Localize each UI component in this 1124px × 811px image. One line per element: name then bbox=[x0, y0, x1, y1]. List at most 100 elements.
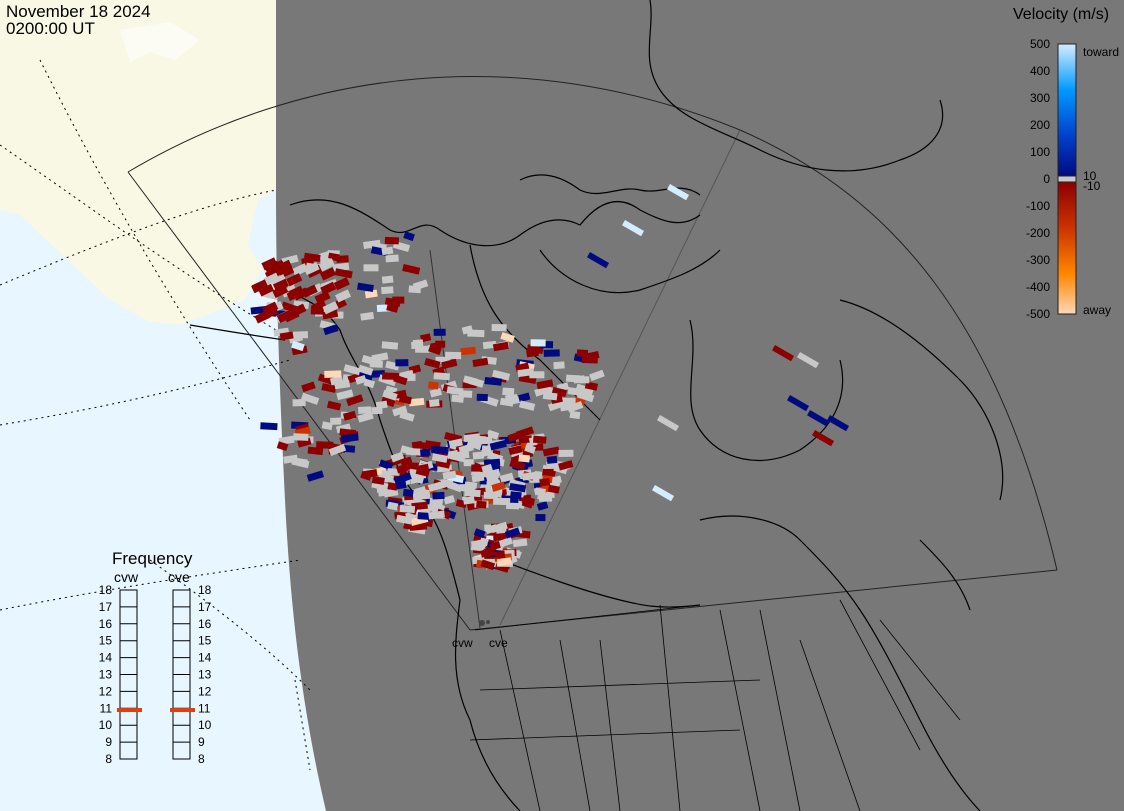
velocity-cell bbox=[491, 369, 511, 381]
velocity-cell bbox=[433, 328, 446, 336]
velocity-cell bbox=[500, 332, 515, 343]
velocity-cell bbox=[346, 394, 364, 407]
velocity-cell bbox=[547, 484, 560, 494]
frequency-tick-label: 8 bbox=[198, 752, 205, 766]
velocity-tick-label: -100 bbox=[1026, 199, 1050, 213]
frequency-tick-label: 8 bbox=[105, 752, 112, 766]
velocity-cell bbox=[262, 305, 279, 320]
velocity-tick-label: 300 bbox=[1030, 91, 1050, 105]
velocity-cell bbox=[321, 383, 337, 393]
velocity-cell bbox=[476, 393, 488, 402]
velocity-cell bbox=[369, 360, 383, 368]
velocity-cell bbox=[435, 356, 451, 364]
velocity-cell bbox=[392, 405, 408, 417]
frequency-tick-label: 10 bbox=[198, 718, 212, 732]
velocity-cell bbox=[473, 528, 486, 539]
velocity-cell bbox=[826, 415, 850, 432]
velocity-cell bbox=[380, 470, 392, 479]
velocity-cell bbox=[316, 441, 334, 449]
velocity-cell bbox=[484, 377, 503, 386]
velocity-cell bbox=[403, 231, 415, 242]
velocity-cell bbox=[363, 264, 379, 272]
velocity-cell bbox=[491, 324, 507, 332]
velocity-cell bbox=[261, 257, 278, 271]
frequency-panel: 18 17 16 15 14 13 12 11 10 9 8 18 17 16 15 14 13 12 11 10 9 8 bbox=[99, 583, 212, 766]
velocity-cell bbox=[492, 341, 509, 352]
colorbar-away-segment bbox=[1057, 181, 1077, 315]
velocity-cell bbox=[386, 481, 398, 491]
velocity-cell bbox=[420, 448, 431, 457]
velocity-cell bbox=[387, 501, 399, 511]
frequency-tick-label: 18 bbox=[99, 583, 113, 597]
velocity-cell bbox=[276, 441, 289, 452]
velocity-cell bbox=[393, 472, 412, 485]
velocity-cell bbox=[381, 246, 394, 256]
velocity-cell bbox=[472, 451, 485, 460]
velocity-cell bbox=[467, 329, 485, 338]
velocity-cell bbox=[472, 541, 486, 549]
velocity-cell bbox=[431, 453, 448, 463]
velocity-cell bbox=[292, 398, 306, 407]
frequency-tick-label: 14 bbox=[99, 651, 113, 665]
velocity-cell bbox=[489, 439, 507, 451]
velocity-cell bbox=[807, 410, 830, 427]
velocity-cell bbox=[463, 459, 474, 467]
velocity-cell bbox=[307, 446, 324, 456]
velocity-cell bbox=[517, 367, 535, 378]
velocity-cell bbox=[530, 339, 546, 347]
velocity-cell bbox=[553, 361, 565, 370]
velocity-cell bbox=[306, 470, 325, 482]
velocity-cell bbox=[320, 281, 337, 295]
velocity-cell bbox=[382, 389, 398, 401]
velocity-cell bbox=[652, 484, 675, 502]
velocity-cell bbox=[269, 259, 286, 274]
velocity-colorbar bbox=[1057, 43, 1077, 315]
velocity-cell bbox=[343, 364, 361, 376]
velocity-cell bbox=[476, 500, 487, 509]
velocity-cell bbox=[383, 488, 399, 498]
velocity-cell bbox=[375, 400, 388, 410]
velocity-cell bbox=[435, 340, 446, 348]
velocity-cell bbox=[622, 220, 645, 237]
velocity-cell bbox=[471, 473, 485, 483]
velocity-cell bbox=[440, 479, 454, 488]
velocity-cell bbox=[477, 436, 493, 445]
velocity-cell bbox=[451, 394, 465, 403]
frequency-tick-label: 9 bbox=[105, 735, 112, 749]
velocity-cell bbox=[464, 489, 481, 498]
velocity-cell bbox=[510, 491, 522, 500]
velocity-cell bbox=[497, 557, 512, 567]
velocity-cell bbox=[532, 435, 547, 444]
velocity-cell bbox=[519, 400, 536, 411]
velocity-cell bbox=[542, 468, 554, 477]
velocity-cell bbox=[483, 491, 498, 499]
velocity-cell bbox=[575, 383, 594, 396]
velocity-cells bbox=[250, 184, 850, 573]
velocity-cell bbox=[411, 501, 428, 511]
velocity-cell bbox=[322, 301, 339, 315]
velocity-cell bbox=[357, 364, 374, 376]
velocity-cell bbox=[509, 459, 526, 471]
velocity-cell bbox=[543, 349, 560, 357]
velocity-tick-label: 200 bbox=[1030, 118, 1050, 132]
colorbar-away-label: away bbox=[1083, 303, 1111, 317]
velocity-cell bbox=[521, 496, 536, 506]
velocity-cell bbox=[481, 468, 500, 480]
velocity-cell bbox=[428, 344, 442, 355]
velocity-cell bbox=[448, 450, 466, 463]
velocity-cell bbox=[772, 345, 795, 362]
velocity-cell bbox=[318, 258, 335, 272]
velocity-cell bbox=[584, 381, 599, 391]
frequency-tick-label: 14 bbox=[198, 651, 212, 665]
velocity-cell bbox=[258, 283, 275, 297]
velocity-cell bbox=[314, 290, 331, 305]
velocity-cell bbox=[400, 456, 413, 467]
velocity-tick-label: 0 bbox=[1043, 172, 1050, 186]
velocity-cell bbox=[480, 548, 496, 558]
frequency-tick-label: 11 bbox=[198, 701, 211, 715]
velocity-cell bbox=[499, 397, 514, 407]
velocity-cell bbox=[504, 527, 521, 539]
frequency-tick-label: 18 bbox=[198, 583, 212, 597]
velocity-cell bbox=[657, 415, 680, 432]
